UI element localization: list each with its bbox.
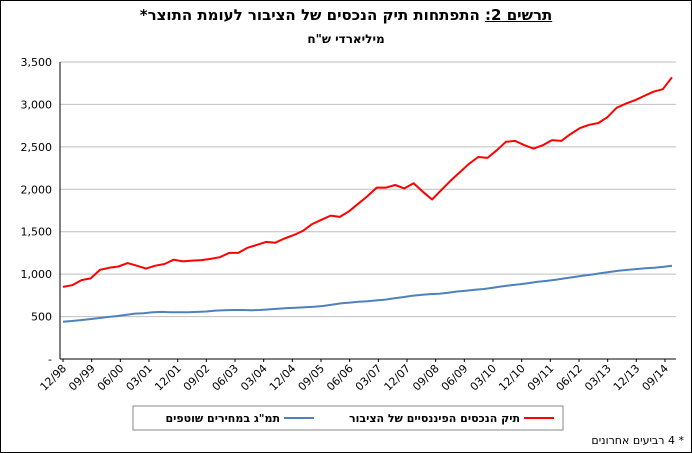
x-tick-label: 06/03 — [210, 362, 242, 394]
x-tick-label: 06/00 — [95, 362, 127, 394]
y-tick-label: 2,000 — [21, 183, 53, 196]
series-lines — [62, 76, 673, 323]
x-axis: 12/9809/9906/0003/0112/0109/0206/0303/04… — [38, 358, 676, 394]
x-tick-label: 12/13 — [611, 362, 643, 394]
x-tick-label: 09/02 — [181, 362, 213, 394]
x-tick-label: 06/12 — [554, 362, 586, 394]
y-tick-label: - — [48, 353, 52, 366]
legend: תיק הנכסים הפיננסיים של הציבור תמ"ג במחי… — [132, 405, 564, 431]
y-tick-label: 1,000 — [21, 268, 53, 281]
gridlines — [60, 61, 676, 360]
y-tick-label: 2,500 — [21, 141, 53, 154]
x-tick-label: 09/99 — [66, 362, 98, 394]
y-tick-label: 3,000 — [21, 98, 53, 111]
x-tick-label: 12/98 — [38, 362, 70, 394]
x-tick-label: 06/09 — [439, 362, 471, 394]
legend-label-gdp: תמ"ג במחירים שוטפים — [166, 412, 281, 425]
x-tick-label: 09/11 — [525, 362, 557, 394]
x-tick-label: 12/10 — [496, 362, 528, 394]
x-tick-label: 12/01 — [152, 362, 184, 394]
chart-subtitle: מיליארדי ש"ח — [307, 32, 385, 46]
chart-title-prefix: תרשים 2: — [485, 6, 553, 24]
legend-label-assets: תיק הנכסים הפיננסיים של הציבור — [349, 412, 520, 425]
x-tick-label: 03/07 — [353, 362, 385, 394]
x-tick-label: 12/07 — [382, 362, 414, 394]
chart-title: תרשים 2: התפתחות תיק הנכסים של הציבור לע… — [0, 6, 692, 24]
x-tick-label: 03/13 — [582, 362, 614, 394]
series-line-gdp — [62, 264, 673, 323]
footnote: * 4 רביעים אחרונים — [591, 434, 684, 447]
y-tick-label: 500 — [31, 311, 52, 324]
x-tick-label: 09/08 — [410, 362, 442, 394]
x-tick-label: 06/06 — [324, 362, 356, 394]
y-tick-label: 3,500 — [21, 56, 53, 69]
x-tick-label: 12/04 — [267, 362, 299, 394]
series-line-assets — [62, 76, 673, 288]
legend-box — [132, 405, 564, 431]
chart-title-text: התפתחות תיק הנכסים של הציבור לעומת התוצר… — [139, 6, 480, 24]
y-axis: - 500 1,000 1,500 2,000 2,500 3,000 3,500 — [21, 56, 61, 366]
x-tick-label: 03/01 — [124, 362, 156, 394]
x-tick-label: 09/14 — [640, 362, 672, 394]
x-tick-label: 03/04 — [238, 362, 270, 394]
x-tick-label: 09/05 — [296, 362, 328, 394]
y-tick-label: 1,500 — [21, 226, 53, 239]
x-tick-label: 03/10 — [468, 362, 500, 394]
